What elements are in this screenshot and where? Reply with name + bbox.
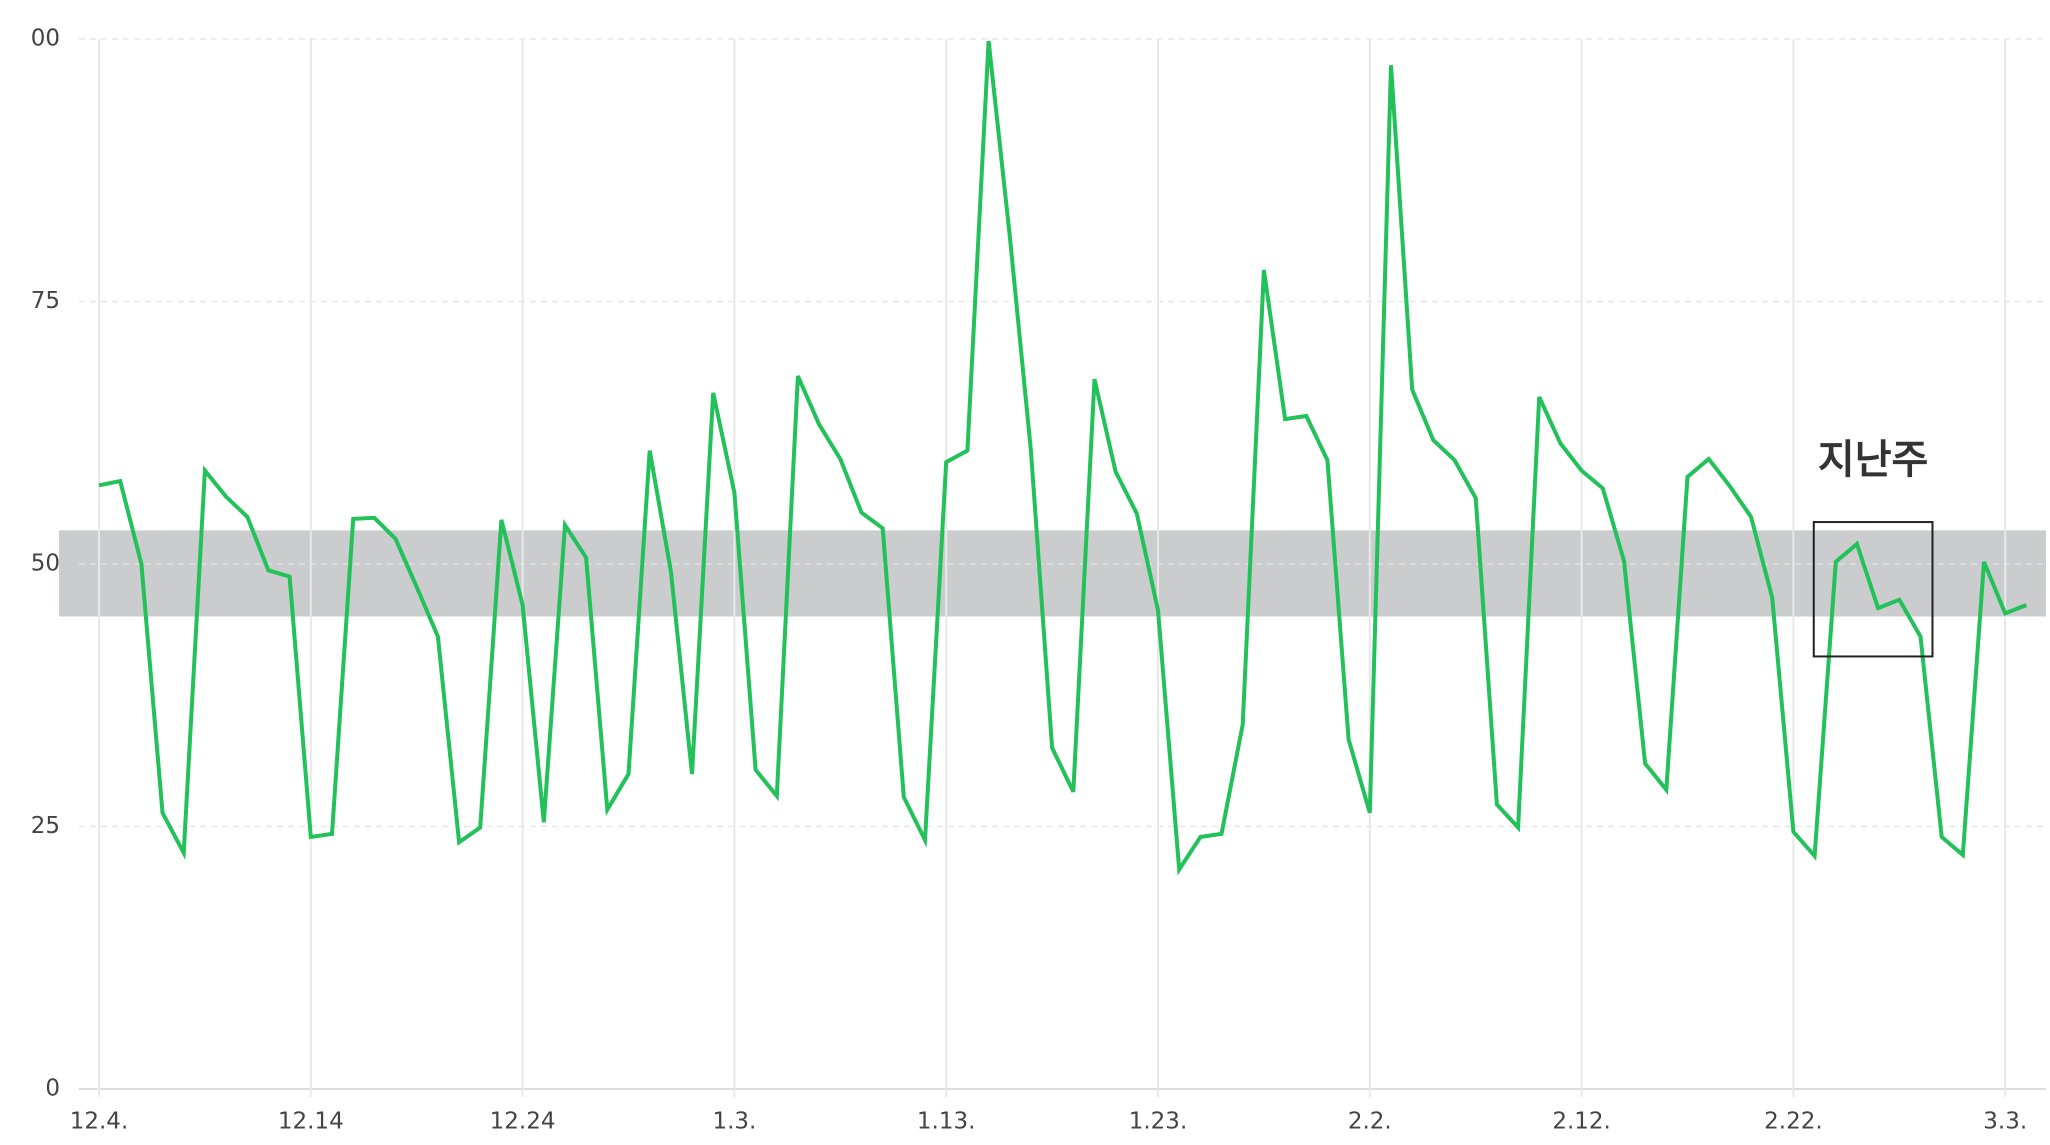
y-tick-label: 00 [31,26,60,52]
annotation-label: 지난주 [1818,437,1928,483]
x-tick-label: 12.14 [278,1109,344,1135]
x-tick-label: 2.2. [1348,1109,1392,1135]
y-tick-label: 75 [31,288,60,314]
x-tick-label: 2.22. [1764,1109,1823,1135]
highlight-box [1812,521,1934,658]
y-tick-label: 0 [45,1076,60,1102]
reference-band [59,530,2046,617]
x-tick-label: 2.12. [1552,1109,1611,1135]
x-tick-label: 12.24 [490,1109,556,1135]
x-tick-label: 1.3. [712,1109,756,1135]
y-tick-label: 50 [31,551,60,577]
y-tick-label: 25 [31,813,60,839]
x-tick-label: 1.13. [917,1109,976,1135]
x-tick-label: 1.23. [1129,1109,1188,1135]
data-line [98,40,2028,876]
x-tick-label: 12.4. [70,1109,129,1135]
x-tick-label: 3.3. [1983,1109,2027,1135]
